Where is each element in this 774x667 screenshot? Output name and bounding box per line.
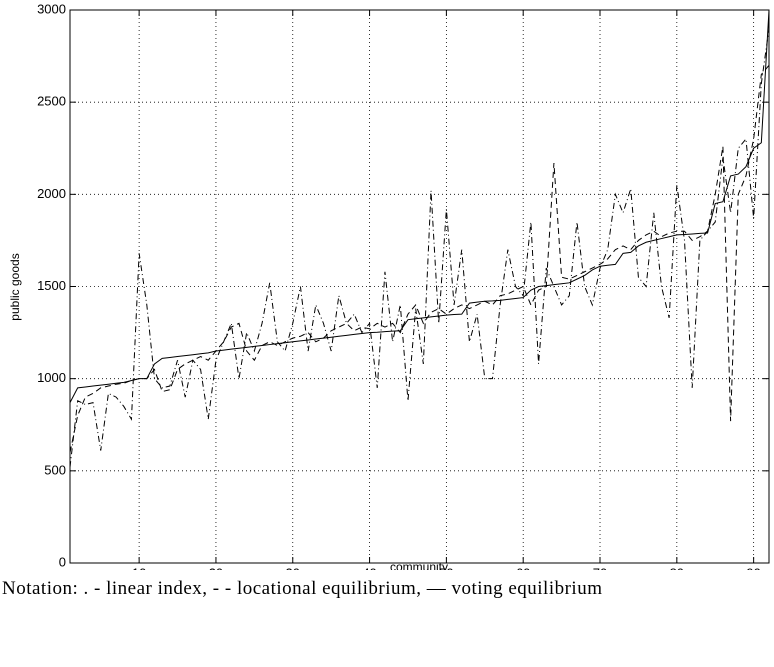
chart: community public goods 0 500 1000 1500 2000 2… xyxy=(8,1,770,570)
plot-frame xyxy=(69,9,770,564)
y-tick-label: 500 xyxy=(44,462,66,477)
x-tick-label: 10 xyxy=(132,565,146,570)
series-line xyxy=(69,28,770,468)
series-line xyxy=(69,9,770,403)
y-tick-label: 2000 xyxy=(37,186,66,201)
x-tick-label: 30 xyxy=(286,565,300,570)
y-tick-label: 1000 xyxy=(37,370,66,385)
x-axis-label: community xyxy=(390,560,448,570)
x-tick-label: 90 xyxy=(746,565,760,570)
y-axis-label: public goods xyxy=(8,253,22,320)
series-line xyxy=(69,64,770,453)
x-tick-label: 70 xyxy=(593,565,607,570)
y-tick-label: 3000 xyxy=(37,1,66,16)
caption: Notation: . - linear index, - - location… xyxy=(2,578,603,599)
x-tick-label: 80 xyxy=(670,565,684,570)
x-tick-label: 40 xyxy=(362,565,376,570)
x-tick-label: 50 xyxy=(439,565,453,570)
x-tick-label: 60 xyxy=(516,565,530,570)
x-tick-label: 20 xyxy=(209,565,223,570)
y-tick-label: 1500 xyxy=(37,278,66,293)
y-tick-label: 0 xyxy=(59,554,66,569)
y-tick-label: 2500 xyxy=(37,94,66,109)
